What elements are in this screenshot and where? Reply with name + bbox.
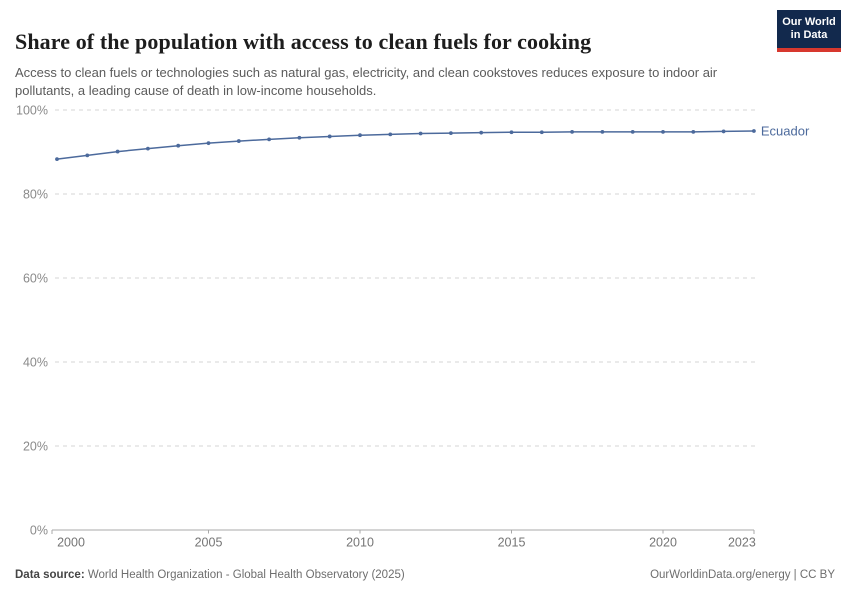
- data-point: [691, 129, 696, 134]
- x-axis-tick-label: 2023: [728, 536, 756, 550]
- owid-logo-box: Our World in Data: [777, 10, 841, 48]
- x-axis-tick-label: 2010: [346, 536, 374, 550]
- x-axis-tick-label: 2020: [649, 536, 677, 550]
- data-point: [115, 149, 120, 154]
- x-axis-tick-label: 2005: [195, 536, 223, 550]
- y-axis-tick-label: 40%: [23, 356, 48, 370]
- data-point: [570, 129, 574, 134]
- series-end-label: Ecuador: [761, 124, 810, 139]
- data-point: [85, 153, 90, 158]
- credit-link[interactable]: OurWorldinData.org/energy | CC BY: [650, 569, 835, 581]
- data-point: [297, 135, 302, 140]
- data-point: [721, 129, 726, 134]
- page-subtitle: Access to clean fuels or technologies su…: [15, 65, 718, 98]
- data-point: [55, 157, 59, 162]
- chart-area: 0% 20% 40% 60% 80% 100% 2000 2005 2010 2015 2020 20…: [0, 95, 850, 555]
- y-axis-tick-label: 80%: [23, 188, 48, 202]
- data-point: [267, 137, 271, 142]
- y-axis-tick-label: 0%: [30, 524, 48, 538]
- data-point: [539, 130, 544, 135]
- data-point: [327, 134, 332, 139]
- data-point: [146, 146, 150, 151]
- chart-footer: Data source: World Health Organization -…: [15, 569, 835, 581]
- data-point: [752, 129, 756, 133]
- page-title: Share of the population with access to c…: [15, 28, 592, 54]
- y-axis-tick-label: 20%: [23, 440, 48, 454]
- x-axis-tick-label: 2015: [498, 536, 526, 550]
- data-point: [418, 131, 423, 136]
- data-point: [236, 139, 241, 143]
- owid-logo-line2: in Data: [790, 29, 828, 41]
- owid-logo[interactable]: Our World in Data: [777, 10, 841, 52]
- data-source-label: Data source:: [15, 569, 85, 581]
- x-axis-tick-label: 2000: [57, 536, 85, 550]
- data-point: [358, 133, 362, 138]
- data-point: [206, 141, 211, 146]
- data-point: [509, 130, 514, 135]
- y-axis-tick-label: 60%: [23, 272, 48, 286]
- data-point: [661, 129, 665, 134]
- data-point: [176, 143, 181, 148]
- owid-logo-line1: Our World: [782, 16, 836, 28]
- line-chart[interactable]: 0% 20% 40% 60% 80% 100% 2000 2005 2010 2015 2020 20…: [0, 95, 850, 555]
- owid-logo-red-bar: [777, 48, 841, 52]
- y-axis-tick-label: 100%: [16, 104, 48, 118]
- series-line-ecuador: [56, 130, 754, 160]
- data-point: [388, 132, 393, 137]
- data-point: [479, 130, 484, 135]
- data-source: Data source: World Health Organization -…: [15, 569, 405, 581]
- data-point: [600, 129, 605, 134]
- data-point: [630, 129, 635, 134]
- data-point: [449, 131, 453, 135]
- data-source-text: World Health Organization - Global Healt…: [84, 569, 405, 581]
